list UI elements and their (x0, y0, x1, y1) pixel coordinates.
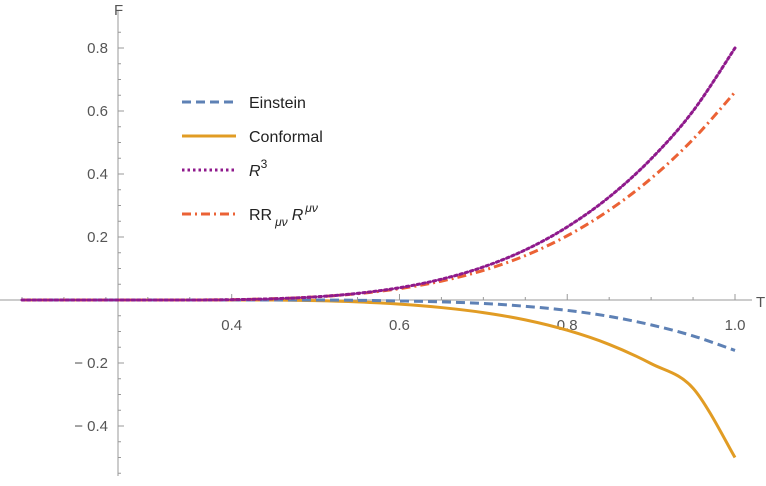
tick-labels: 0.4 0.6 0.8 1.0− 0.4− 0.20.20.40.60.8 (74, 40, 745, 435)
tick-marks (21, 31, 736, 474)
axes (0, 10, 752, 476)
y-tick-label: − 0.4 (74, 418, 108, 435)
x-tick-label: 0.6 (389, 317, 410, 334)
x-tick-label: 0.4 (221, 317, 242, 334)
series-line-0 (21, 298, 736, 352)
x-tick-label: 1.0 (725, 317, 746, 334)
legend-label: Conformal (249, 129, 323, 146)
y-tick-label: 0.4 (87, 166, 108, 183)
y-axis-label: F (114, 2, 123, 19)
legend-label: R3 (249, 157, 268, 180)
series-line-1 (21, 298, 737, 459)
legend-label: Einstein (249, 95, 306, 112)
x-axis-label: T (756, 294, 765, 311)
series-line-2 (20, 46, 737, 302)
series-lines (20, 46, 737, 459)
y-tick-label: 0.8 (87, 40, 108, 57)
y-tick-label: 0.2 (87, 229, 108, 246)
y-tick-label: 0.6 (87, 103, 108, 120)
y-tick-label: − 0.2 (74, 355, 108, 372)
series-line-3 (21, 91, 737, 302)
